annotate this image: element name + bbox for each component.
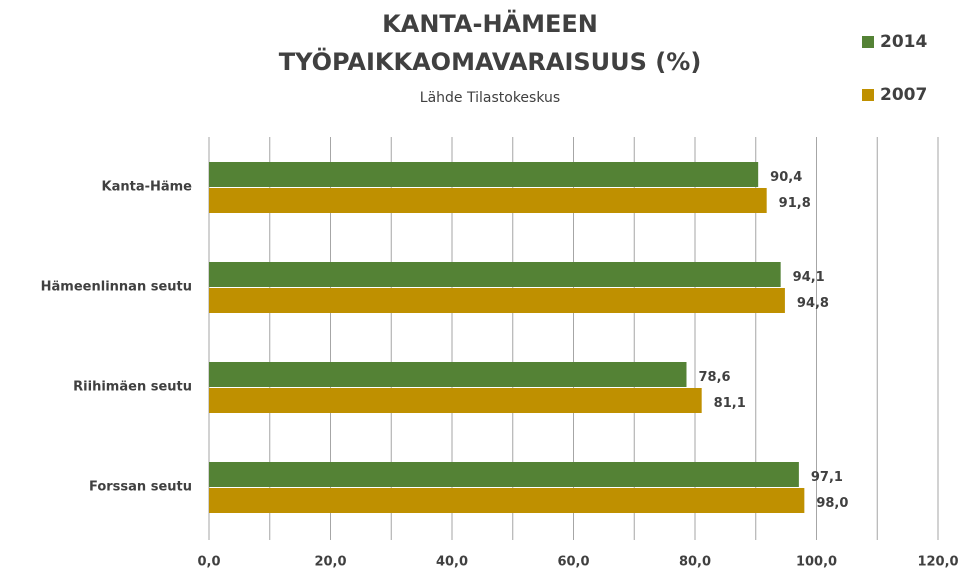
y-tick-label: Hämeenlinnan seutu (41, 280, 192, 295)
legend-label: 2007 (880, 85, 927, 105)
x-tick-label: 20,0 (314, 555, 346, 570)
legend-swatch (862, 36, 874, 48)
chart-subtitle: Lähde Tilastokeskus (420, 90, 560, 106)
x-tick-label: 0,0 (197, 555, 220, 570)
data-label: 98,0 (816, 496, 848, 511)
data-label: 81,1 (714, 396, 746, 411)
bar (209, 388, 702, 413)
data-label: 78,6 (698, 370, 730, 385)
chart-title: KANTA-HÄMEEN (382, 9, 598, 38)
bar (209, 288, 785, 313)
data-label: 94,1 (793, 270, 825, 285)
x-tick-label: 80,0 (679, 555, 711, 570)
legend-swatch (862, 89, 874, 101)
y-tick-label: Forssan seutu (89, 480, 192, 495)
chart-title: TYÖPAIKKAOMAVARAISUUS (%) (279, 46, 702, 76)
bar (209, 462, 799, 487)
data-label: 91,8 (779, 196, 811, 211)
x-tick-label: 40,0 (436, 555, 468, 570)
x-tick-label: 60,0 (557, 555, 589, 570)
data-label: 94,8 (797, 296, 829, 311)
data-label: 90,4 (770, 170, 802, 185)
bar (209, 488, 805, 513)
bar (209, 362, 687, 387)
x-tick-label: 120,0 (917, 555, 958, 570)
legend-label: 2014 (880, 32, 927, 52)
x-tick-label: 100,0 (796, 555, 837, 570)
y-tick-label: Kanta-Häme (102, 180, 193, 195)
data-label: 97,1 (811, 470, 843, 485)
bar (209, 262, 781, 287)
bar (209, 162, 759, 187)
bar (209, 188, 767, 213)
y-tick-label: Riihimäen seutu (73, 380, 192, 395)
